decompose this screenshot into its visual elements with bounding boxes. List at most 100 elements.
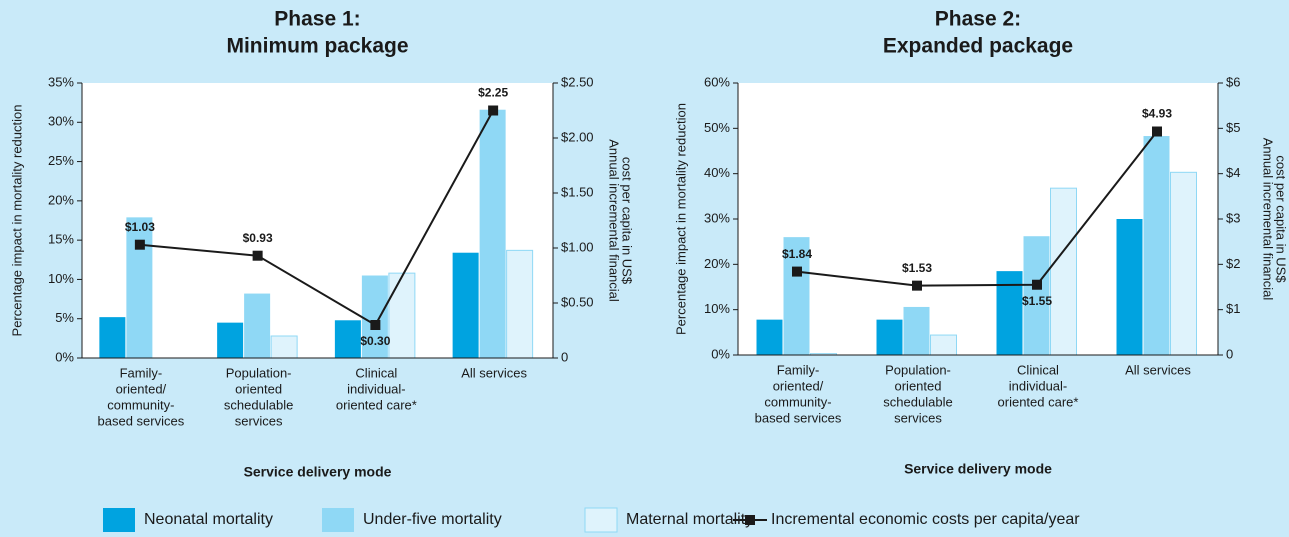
x-tick-label: services [894, 410, 942, 425]
x-tick-label: oriented care* [998, 394, 1079, 409]
legend-swatch [103, 508, 135, 532]
line-marker [1152, 126, 1162, 137]
x-tick-label: based services [98, 413, 185, 428]
x-tick-label: individual- [347, 381, 406, 396]
y2-axis-label: cost per capita in US$ [1274, 155, 1289, 283]
bar [1050, 187, 1077, 356]
y-tick-label: 60% [704, 74, 730, 89]
y-tick-label: 20% [704, 256, 730, 271]
y-tick-label: 20% [48, 192, 74, 207]
y-tick-label: 40% [704, 165, 730, 180]
x-tick-label: individual- [1009, 378, 1068, 393]
y-tick-label: 50% [704, 120, 730, 135]
y2-axis-label: cost per capita in US$ [620, 157, 635, 285]
value-label: $1.53 [902, 261, 932, 275]
x-tick-label: Family- [777, 362, 820, 377]
y2-tick-label: $4 [1226, 165, 1240, 180]
value-label: $1.84 [782, 247, 812, 261]
x-tick-label: oriented/ [116, 381, 167, 396]
y-axis-label: Percentage impact in mortality reduction [9, 105, 24, 337]
y2-tick-label: $5 [1226, 120, 1240, 135]
legend-swatch [584, 507, 618, 533]
value-label: $0.30 [360, 334, 390, 348]
y2-axis-label: Annual incremental financial [1261, 138, 1276, 301]
x-tick-label: oriented/ [773, 378, 824, 393]
x-tick-label: oriented [895, 378, 942, 393]
y2-tick-label: $1.50 [561, 184, 594, 199]
x-tick-label: Population- [226, 365, 292, 380]
y-tick-label: 30% [704, 210, 730, 225]
y-axis-label: Percentage impact in mortality reduction [673, 103, 688, 335]
x-tick-label: schedulable [883, 394, 952, 409]
x-tick-label: Family- [120, 365, 163, 380]
bar [783, 237, 810, 355]
bar [361, 275, 388, 358]
bar [930, 334, 957, 356]
legend-label: Incremental economic costs per capita/ye… [771, 511, 1080, 528]
x-tick-label: All services [1125, 362, 1191, 377]
x-tick-label: services [235, 413, 283, 428]
x-tick-label: schedulable [224, 397, 293, 412]
bar [996, 271, 1023, 355]
bar [244, 293, 271, 358]
x-axis-label: Service delivery mode [904, 461, 1052, 477]
line-marker [370, 320, 381, 330]
bar [479, 109, 506, 358]
legend-label: Maternal mortality [626, 511, 753, 528]
y2-tick-label: $2.00 [561, 129, 594, 144]
bar [126, 217, 153, 358]
y-tick-label: 15% [48, 232, 74, 247]
x-tick-label: Clinical [355, 365, 397, 380]
line-marker [252, 250, 263, 261]
x-tick-label: oriented care* [336, 397, 417, 412]
bar [903, 306, 930, 355]
x-tick-label: community- [107, 397, 174, 412]
chart-title: Phase 1: [274, 8, 360, 31]
bar [388, 272, 416, 359]
y2-tick-label: $2 [1226, 256, 1240, 271]
y-tick-label: 0% [55, 349, 74, 364]
x-tick-label: community- [764, 394, 831, 409]
y-tick-label: 10% [48, 271, 74, 286]
bar [334, 320, 361, 358]
y2-tick-label: $3 [1226, 210, 1240, 225]
x-tick-label: Population- [885, 362, 951, 377]
y-tick-label: 30% [48, 114, 74, 129]
chart-title: Phase 2: [935, 8, 1021, 31]
x-tick-label: based services [755, 410, 842, 425]
bar [270, 335, 298, 359]
line-marker [1032, 279, 1042, 290]
y2-tick-label: $6 [1226, 74, 1240, 89]
bar [217, 322, 244, 358]
x-axis-label: Service delivery mode [244, 464, 392, 480]
bar [506, 249, 534, 359]
chart-title: Expanded package [883, 35, 1073, 58]
y2-axis-label: Annual incremental financial [607, 139, 622, 302]
line-marker [488, 105, 499, 116]
value-label: $4.93 [1142, 107, 1172, 121]
bar [1116, 219, 1143, 355]
value-label: $1.55 [1022, 294, 1052, 308]
line [796, 130, 1158, 287]
bar [1023, 236, 1050, 355]
y2-tick-label: $1.00 [561, 239, 594, 254]
y2-tick-label: $1 [1226, 301, 1240, 316]
y2-tick-label: $2.50 [561, 74, 594, 89]
line-marker [912, 280, 922, 291]
x-tick-label: All services [461, 365, 527, 380]
chart-title: Minimum package [226, 35, 408, 58]
y-tick-label: 0% [711, 346, 730, 361]
bar [1143, 136, 1170, 355]
y-tick-label: 5% [55, 310, 74, 325]
line-marker [792, 266, 802, 277]
y2-tick-label: 0 [561, 349, 568, 364]
bar [876, 319, 903, 355]
legend-marker [745, 515, 755, 525]
legend-label: Neonatal mortality [144, 511, 273, 528]
line [139, 110, 495, 327]
legend-label: Under-five mortality [363, 511, 502, 528]
value-label: $1.03 [125, 220, 155, 234]
y2-tick-label: $0.50 [561, 294, 594, 309]
x-tick-label: Clinical [1017, 362, 1059, 377]
